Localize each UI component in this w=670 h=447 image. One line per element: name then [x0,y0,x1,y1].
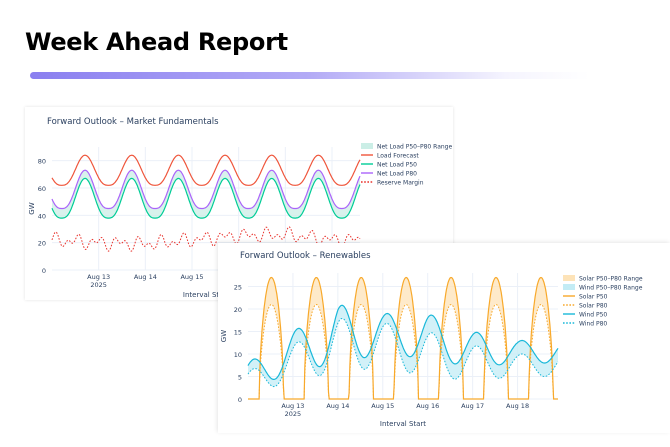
market-fundamentals-plot: Forward Outlook – Market Fundamentals 0 20… [28,117,452,299]
net-load-p50-line [51,177,361,219]
renewables-chart: Forward Outlook – Renewables 0 5 10 15 20 25 Au… [218,243,670,433]
y-axis-title: GW [220,330,228,342]
solar-p50-line [248,276,558,400]
x-tick-label: Aug 14 [326,402,349,410]
x-tick-label: Aug 15 [371,402,394,410]
wind-p80-line [247,318,559,388]
y-tick-label: 20 [38,240,46,248]
legend-item-net-load-p80[interactable]: Net Load P80 [361,171,417,178]
legend-label: Solar P50 [579,294,608,301]
y-tick-label: 0 [238,396,242,404]
x-tick-label: Aug 18 [506,402,529,410]
reserve-margin-line [51,226,361,252]
legend-item-solar-p80[interactable]: Solar P80 [563,303,608,310]
y-tick-label: 40 [38,212,46,220]
x-tick-label: Aug 15 [180,273,203,281]
x-tick-sublabel: 2025 [90,281,107,289]
legend-swatch [563,275,575,281]
load-forecast-line [51,154,361,186]
net-load-p80-line [51,169,361,210]
legend-item-wind-p50[interactable]: Wind P50 [563,312,607,319]
legend-label: Wind P80 [579,321,607,328]
x-tick-label: Aug 13 [281,402,304,410]
legend-item-wind-p80[interactable]: Wind P80 [563,321,607,328]
legend-item-solar-p50-p80-range[interactable]: Solar P50–P80 Range [563,275,643,283]
legend-item-wind-p50-p80-range[interactable]: Wind P50–P80 Range [563,284,643,292]
y-tick-label: 5 [238,374,242,382]
legend-item-reserve-margin[interactable]: Reserve Margin [361,180,424,187]
legend-label: Net Load P80 [377,171,417,178]
y-tick-label: 60 [38,185,46,193]
report-title: Week Ahead Report [25,28,288,56]
x-axis-title: Interval Start [380,420,426,428]
y-tick-label: 20 [234,306,242,314]
y-tick-label: 80 [38,158,46,166]
title-accent-bar [30,72,590,79]
legend-label: Net Load P50 [377,162,417,169]
y-tick-label: 10 [234,351,242,359]
renewables-plot: Forward Outlook – Renewables0510152025Au… [220,251,643,428]
legend-swatch [563,284,575,290]
legend-item-solar-p50[interactable]: Solar P50 [563,294,608,301]
y-tick-label: 0 [42,267,46,275]
y-axis-title: GW [28,202,36,214]
y-tick-label: 15 [234,329,242,337]
x-axis-title: Interval Start [183,291,229,299]
legend-item-load-forecast[interactable]: Load Forecast [361,153,419,160]
x-tick-label: Aug 13 [87,273,110,281]
legend-swatch [361,143,373,149]
legend-item-net-load-p50[interactable]: Net Load P50 [361,162,417,169]
legend-label: Wind P50 [579,312,607,319]
chart-title: Forward Outlook – Market Fundamentals [47,117,219,127]
legend-label: Wind P50–P80 Range [579,285,643,292]
net-load-p50-p80-range-band [52,170,360,219]
legend-label: Load Forecast [377,153,419,160]
x-tick-label: Aug 17 [461,402,484,410]
legend-label: Solar P80 [579,303,608,310]
x-tick-sublabel: 2025 [285,410,302,418]
wind-p50-line [247,304,559,380]
y-tick-label: 25 [234,284,242,292]
x-tick-label: Aug 14 [134,273,157,281]
legend-item-net-load-p50-p80-range[interactable]: Net Load P50–P80 Range [361,143,452,151]
solar-p80-line [248,303,558,400]
legend-label: Solar P50–P80 Range [579,276,643,283]
legend-label: Reserve Margin [377,180,424,187]
solar-p50-p80-range-band [248,277,558,399]
chart-title: Forward Outlook – Renewables [240,251,371,261]
x-tick-label: Aug 16 [416,402,439,410]
legend-label: Net Load P50–P80 Range [377,144,452,151]
